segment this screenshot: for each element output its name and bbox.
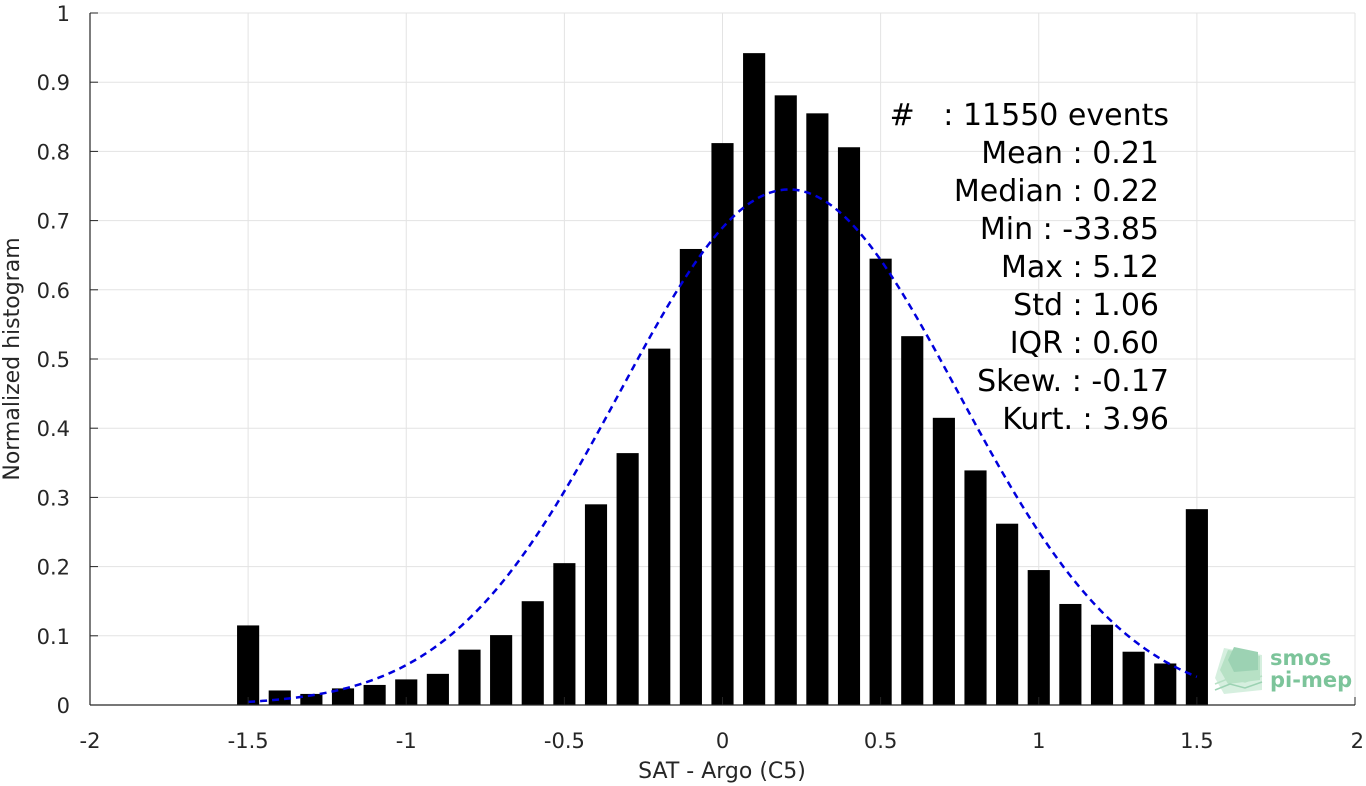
x-tick-label-6: 1: [1032, 729, 1045, 753]
x-tick-label-7: 1.5: [1180, 729, 1213, 753]
bar-28: [1122, 651, 1145, 705]
y-tick-label-1: 0.1: [37, 625, 70, 649]
bar-24: [996, 523, 1019, 705]
bar-6: [426, 673, 449, 705]
x-tick-label-2: -1: [396, 729, 417, 753]
stat-min: Min : -33.85: [980, 212, 1159, 247]
bar-7: [458, 649, 481, 705]
bar-2: [300, 693, 323, 705]
y-tick-label-0: 0: [57, 694, 70, 718]
x-tick-label-1: -1.5: [228, 729, 269, 753]
bar-16: [743, 53, 766, 706]
stat-median: Median : 0.22: [954, 174, 1159, 209]
bar-15: [711, 143, 734, 705]
stats-box: # : 11550 events Mean : 0.21 Median : 0.…: [890, 98, 1169, 437]
bar-0: [237, 625, 260, 705]
bar-17: [774, 95, 797, 705]
y-tick-label-5: 0.5: [37, 348, 70, 372]
logo-text-pimep: pi-mep: [1270, 668, 1352, 692]
bar-18: [806, 113, 829, 706]
stat-iqr: IQR : 0.60: [1010, 326, 1159, 361]
bar-30: [1185, 509, 1208, 705]
bar-3: [331, 688, 355, 705]
y-tick-label-10: 1: [57, 2, 70, 26]
bar-8: [490, 635, 513, 705]
logo-text-smos: smos: [1270, 646, 1331, 670]
bar-10: [553, 563, 576, 705]
bar-5: [395, 679, 418, 705]
bar-9: [521, 601, 544, 705]
stat-kurt: Kurt. : 3.96: [1002, 402, 1169, 437]
y-tick-label-8: 0.8: [37, 140, 70, 164]
x-tick-label-3: -0.5: [544, 729, 585, 753]
bar-13: [648, 348, 671, 705]
bar-20: [869, 258, 892, 705]
bar-14: [679, 248, 702, 706]
x-tick-label-5: 0.5: [864, 729, 897, 753]
y-tick-label-7: 0.7: [37, 210, 70, 234]
bar-11: [584, 504, 608, 705]
smos-pimep-logo: smos pi-mep: [1214, 646, 1352, 694]
y-tick-label-2: 0.2: [37, 556, 70, 580]
stat-skew: Skew. : -0.17: [977, 364, 1169, 399]
logo-waves-icon: [1214, 647, 1263, 694]
x-tick-label-0: -2: [80, 729, 101, 753]
stat-count: # : 11550 events: [890, 98, 1169, 133]
y-tick-label-6: 0.6: [37, 279, 70, 303]
y-tick-label-4: 0.4: [37, 417, 70, 441]
x-tick-label-8: 2: [1351, 729, 1364, 753]
stat-mean: Mean : 0.21: [981, 136, 1159, 171]
y-axis-label: Normalized histogram: [0, 237, 25, 480]
bar-1: [268, 690, 291, 705]
axes: [89, 12, 1356, 706]
stat-std: Std : 1.06: [1013, 288, 1159, 323]
bar-21: [901, 336, 924, 705]
y-tick-label-3: 0.3: [37, 486, 70, 510]
histogram-bars: [237, 53, 1208, 706]
bar-25: [1027, 570, 1050, 705]
stat-max: Max : 5.12: [1001, 250, 1159, 285]
bar-29: [1154, 663, 1177, 705]
x-tick-label-4: 0: [716, 729, 729, 753]
bar-23: [964, 470, 987, 705]
tick-labels: -2 -1.5 -1 -0.5 0 0.5 1 1.5 2 0 0.1 0.2 0.3 0.4 0.5 0.6…: [37, 2, 1364, 753]
bar-12: [616, 453, 639, 705]
bar-26: [1059, 603, 1082, 705]
x-axis-label: SAT - Argo (C5): [638, 759, 806, 784]
y-tick-label-9: 0.9: [37, 71, 70, 95]
fit-curve: [248, 188, 1198, 704]
bar-4: [363, 684, 386, 705]
bar-22: [932, 417, 955, 705]
bar-27: [1090, 624, 1114, 705]
bar-19: [837, 147, 861, 706]
